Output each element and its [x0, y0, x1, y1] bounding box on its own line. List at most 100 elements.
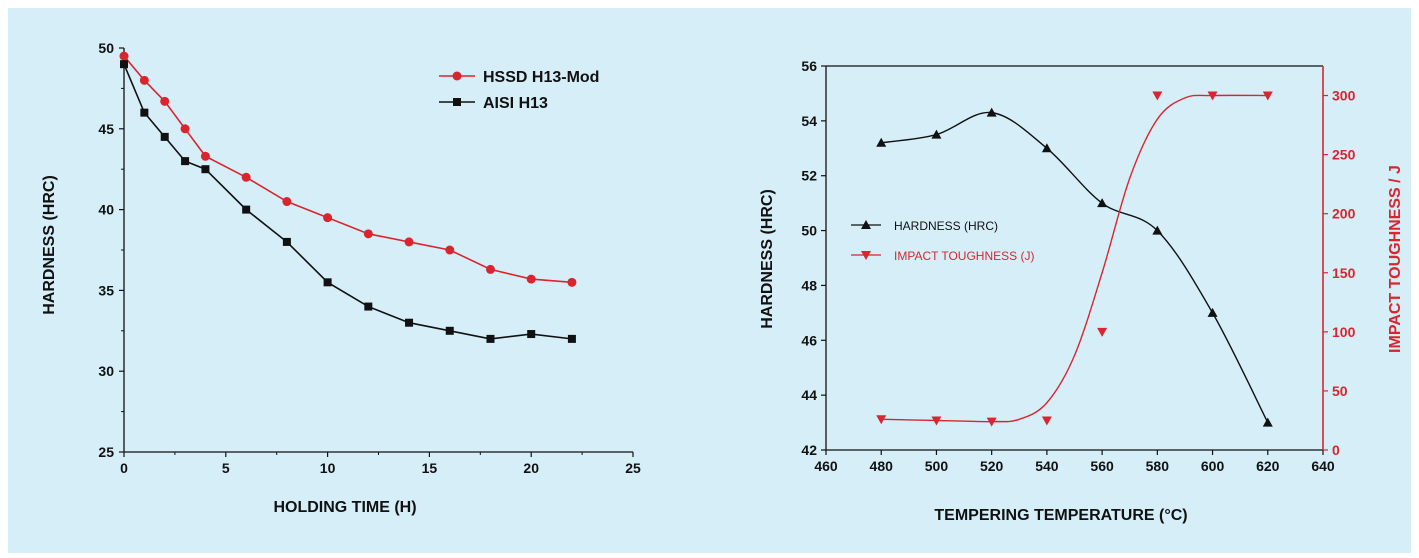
- left-legend-marker: [452, 71, 462, 81]
- right-y-tick-label: 44: [801, 387, 817, 403]
- right-y2-axis-title: IMPACT TOUGHNESS / J: [1387, 165, 1404, 353]
- left-data-point: [404, 237, 414, 247]
- right-x-tick-label: 560: [1090, 458, 1114, 474]
- right-y2-tick-label: 300: [1332, 88, 1356, 104]
- impact-toughness-data-point: [1152, 91, 1163, 101]
- right-chart-axes: 460 480 500 520 540 560 580 600 620 6404244464850…: [801, 58, 1355, 474]
- left-data-point: [323, 213, 333, 223]
- left-y-tick-label: 35: [98, 282, 114, 298]
- right-y2-tick-label: 200: [1332, 206, 1356, 222]
- hardness-data-point: [1262, 417, 1273, 427]
- right-x-tick-label: 580: [1146, 458, 1170, 474]
- right-y-tick-label: 52: [801, 168, 817, 184]
- right-x-tick-label: 540: [1035, 458, 1059, 474]
- right-y-tick-label: 50: [801, 223, 817, 239]
- left-x-tick-label: 15: [422, 460, 438, 476]
- tempering-temperature-chart: 460 480 500 520 540 560 580 600 620 6404244464850…: [759, 58, 1404, 524]
- right-y2-tick-label: 250: [1332, 147, 1356, 163]
- left-y-axis-title: HARDNESS (HRC): [41, 175, 58, 315]
- left-data-point: [160, 96, 170, 106]
- right-y2-tick-label: 50: [1332, 383, 1348, 399]
- left-data-point: [323, 278, 332, 287]
- left-data-point: [242, 205, 251, 214]
- right-x-tick-label: 480: [870, 458, 894, 474]
- left-y-tick-label: 25: [98, 444, 114, 460]
- left-data-point: [201, 165, 210, 174]
- right-y2-tick-label: 0: [1332, 442, 1340, 458]
- right-chart-legend: HARDNESS (HRC) IMPACT TOUGHNESS (J): [851, 219, 1034, 263]
- right-x-tick-label: 500: [925, 458, 949, 474]
- hardness-data-point: [1097, 198, 1108, 208]
- left-chart-legend: HSSD H13-Mod AISI H13: [439, 69, 599, 112]
- holding-time-hardness-chart: 0 5 10 15 20 25 25 30 35 40 45 50 HSSD H13-Mod AISI …: [41, 40, 641, 516]
- left-data-point: [181, 157, 190, 166]
- left-data-point: [200, 151, 210, 161]
- left-legend-label: HSSD H13-Mod: [483, 69, 599, 86]
- hardness-curve: [881, 111, 1269, 423]
- figure-panel: 0 5 10 15 20 25 25 30 35 40 45 50 HSSD H13-Mod AISI …: [8, 8, 1411, 553]
- left-x-tick-label: 0: [120, 460, 128, 476]
- left-data-point: [139, 75, 149, 85]
- right-legend-label: IMPACT TOUGHNESS (J): [894, 249, 1034, 263]
- left-data-point: [363, 229, 373, 239]
- left-data-point: [364, 302, 373, 311]
- right-x-axis-title: TEMPERING TEMPERATURE (°C): [934, 507, 1187, 524]
- left-y-tick-label: 50: [98, 40, 114, 56]
- right-y-axis-title: HARDNESS (HRC): [759, 189, 776, 329]
- left-legend-marker: [453, 98, 461, 106]
- left-data-point: [119, 51, 129, 61]
- right-legend-marker: [861, 220, 871, 229]
- impact-toughness-data-point: [1041, 416, 1052, 426]
- right-y-tick-label: 48: [801, 277, 817, 293]
- right-y2-tick-label: 150: [1332, 265, 1356, 281]
- hardness-data-point: [1207, 307, 1218, 317]
- left-data-point: [567, 277, 577, 287]
- left-data-point: [160, 132, 169, 141]
- right-legend-marker: [861, 251, 871, 260]
- left-data-point: [180, 124, 190, 134]
- right-x-tick-label: 600: [1201, 458, 1225, 474]
- impact-toughness-data-point: [876, 415, 887, 425]
- right-x-tick-label: 640: [1311, 458, 1335, 474]
- left-data-point: [526, 274, 536, 284]
- left-chart-axes: 0 5 10 15 20 25 25 30 35 40 45 50: [98, 40, 641, 476]
- hardness-data-point: [986, 107, 997, 117]
- hardness-data-point: [876, 137, 887, 147]
- left-data-point: [567, 334, 576, 343]
- impact-toughness-data-point: [1207, 91, 1218, 101]
- right-y-tick-label: 54: [801, 113, 817, 129]
- left-x-axis-title: HOLDING TIME (H): [273, 499, 416, 516]
- hardness-data-point: [931, 129, 942, 139]
- left-x-tick-label: 20: [523, 460, 539, 476]
- hardness-data-point: [1152, 225, 1163, 235]
- left-data-point: [405, 318, 414, 327]
- left-series-line-0: [123, 55, 572, 284]
- hardness-data-point: [1041, 143, 1052, 153]
- left-legend-label: AISI H13: [483, 95, 548, 112]
- left-y-tick-label: 30: [98, 363, 114, 379]
- left-x-tick-label: 5: [222, 460, 230, 476]
- right-y-tick-label: 42: [801, 442, 817, 458]
- left-data-point: [486, 334, 495, 343]
- right-chart-marks: [876, 91, 1273, 427]
- left-data-point: [241, 172, 251, 182]
- right-y-tick-label: 56: [801, 58, 817, 74]
- left-data-point: [445, 326, 454, 335]
- impact-toughness-data-point: [1097, 327, 1108, 337]
- right-y2-tick-label: 100: [1332, 324, 1356, 340]
- right-legend-label: HARDNESS (HRC): [894, 219, 998, 233]
- left-y-tick-label: 45: [98, 121, 114, 137]
- left-data-point: [282, 237, 291, 246]
- left-x-tick-label: 25: [625, 460, 641, 476]
- left-data-point: [120, 60, 128, 69]
- left-y-tick-label: 40: [98, 202, 114, 218]
- right-x-tick-label: 460: [814, 458, 838, 474]
- left-data-point: [445, 245, 455, 255]
- right-x-tick-label: 520: [980, 458, 1004, 474]
- left-series-line-1: [123, 63, 573, 340]
- impact-toughness-data-point: [1262, 91, 1273, 101]
- impact-toughness-data-point: [986, 417, 997, 427]
- right-x-tick-label: 620: [1256, 458, 1280, 474]
- left-data-point: [485, 264, 495, 274]
- left-chart-marks: [119, 51, 577, 343]
